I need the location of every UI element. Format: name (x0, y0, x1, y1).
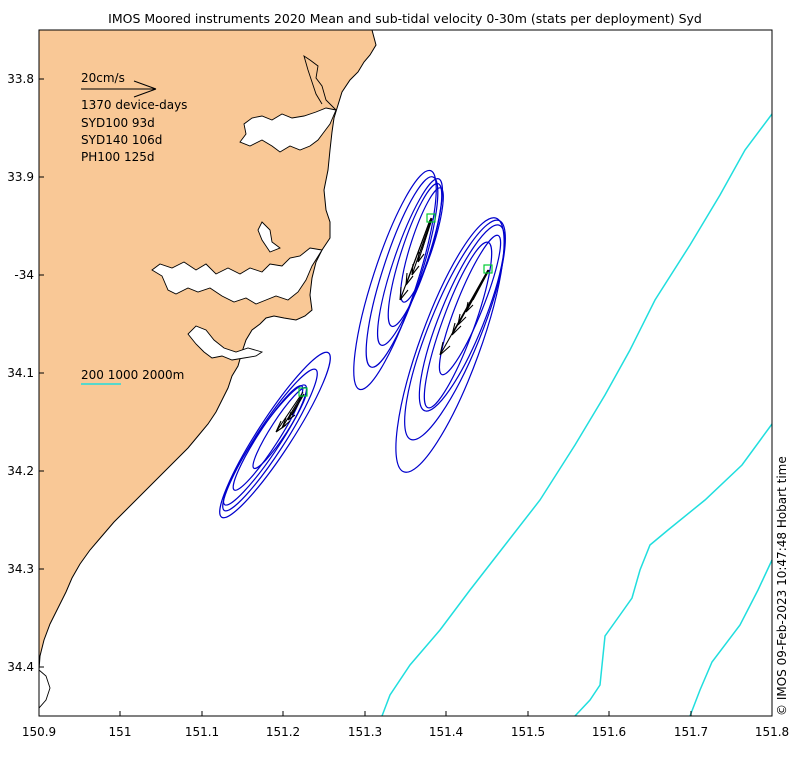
legend: 20cm/s 1370 device-days SYD100 93d SYD14… (81, 71, 187, 385)
y-tick-label: 34.4 (7, 660, 34, 674)
x-tick-label: 151.1 (185, 725, 219, 739)
scale-arrow (81, 80, 157, 98)
x-tick-label: 151.8 (755, 725, 789, 739)
scale-label: 20cm/s (81, 71, 125, 85)
x-tick-label: 151.3 (348, 725, 382, 739)
ellipses-syd140 (395, 217, 506, 473)
contour-2000m (689, 559, 773, 717)
x-tick-label: 151.5 (511, 725, 545, 739)
mooring-markers (298, 213, 493, 397)
mooring-ph100 (298, 387, 308, 397)
contour-1000m (574, 423, 773, 717)
y-axis: 33.8 33.9 -34 34.1 34.2 34.3 34.4 (7, 72, 44, 674)
mooring-syd100 (426, 213, 436, 223)
ellipses-syd100 (353, 169, 444, 391)
contours-label: 200 1000 2000m (81, 368, 184, 382)
x-tick-label: 151.7 (674, 725, 708, 739)
legend-station-ph100: PH100 125d (81, 150, 155, 164)
x-tick-label: 151.4 (429, 725, 463, 739)
mooring-syd140 (483, 264, 493, 274)
credit-text: © IMOS 09-Feb-2023 10:47:48 Hobart time (775, 456, 789, 716)
y-tick-label: 34.3 (7, 562, 34, 576)
velocity-arrows (275, 217, 490, 433)
y-tick-label: 34.1 (7, 366, 34, 380)
x-tick-label: 150.9 (22, 725, 56, 739)
x-tick-label: 151.6 (592, 725, 626, 739)
y-tick-label: 33.9 (7, 170, 34, 184)
contour-200m (381, 113, 773, 717)
x-axis: 150.9 151 151.1 151.2 151.3 151.4 151.5 … (22, 711, 789, 739)
map-title: IMOS Moored instruments 2020 Mean and su… (108, 11, 702, 26)
legend-station-syd140: SYD140 106d (81, 133, 162, 147)
land-mass (38, 29, 377, 710)
legend-station-syd100: SYD100 93d (81, 116, 155, 130)
x-tick-label: 151.2 (266, 725, 300, 739)
y-tick-label: 34.2 (7, 464, 34, 478)
bathymetry-contours (381, 113, 773, 717)
legend-summary: 1370 device-days (81, 98, 187, 112)
ellipses-ph100 (219, 351, 331, 519)
y-tick-label: 33.8 (7, 72, 34, 86)
y-tick-label: -34 (14, 268, 34, 282)
x-tick-label: 151 (109, 725, 132, 739)
